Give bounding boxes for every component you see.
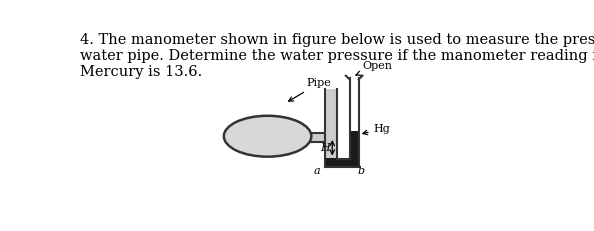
Text: H: H — [320, 143, 330, 153]
Bar — [325, 89, 337, 158]
Text: Open: Open — [356, 61, 392, 75]
Bar — [325, 158, 337, 159]
Text: Mercury is 13.6.: Mercury is 13.6. — [80, 65, 202, 79]
Text: 4. The manometer shown in figure below is used to measure the pressure in the: 4. The manometer shown in figure below i… — [80, 33, 594, 47]
Text: b: b — [358, 166, 365, 176]
Bar — [349, 131, 359, 159]
Text: Hg: Hg — [363, 124, 390, 135]
Bar — [325, 159, 359, 167]
Bar — [311, 133, 325, 142]
Ellipse shape — [224, 116, 311, 157]
Text: a: a — [314, 166, 321, 176]
Text: water pipe. Determine the water pressure if the manometer reading is 0.6 m.: water pipe. Determine the water pressure… — [80, 49, 594, 63]
Text: Pipe: Pipe — [289, 78, 331, 101]
